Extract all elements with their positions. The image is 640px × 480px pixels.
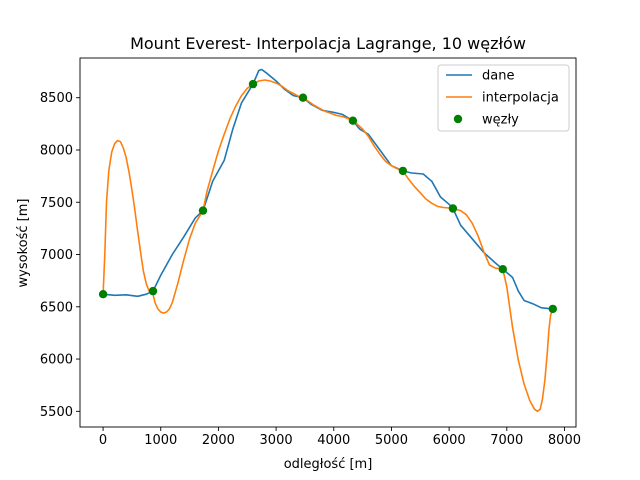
y-tick-label: 7000 bbox=[40, 248, 73, 263]
y-axis: 5500 6000 6500 7000 7500 8000 8500 bbox=[40, 91, 80, 420]
x-axis: 0 1000 2000 3000 4000 5000 6000 7000 8000 bbox=[99, 427, 581, 448]
y-tick-label: 7500 bbox=[40, 196, 73, 211]
node-point bbox=[348, 116, 358, 125]
node-point bbox=[248, 79, 258, 89]
legend-label: dane bbox=[482, 69, 514, 84]
y-tick-label: 8500 bbox=[40, 91, 73, 106]
x-tick-label: 4000 bbox=[317, 433, 350, 448]
x-tick-label: 3000 bbox=[260, 433, 293, 448]
x-axis-title: odległość [m] bbox=[284, 457, 373, 472]
node-point bbox=[548, 304, 557, 314]
x-tick-label: 2000 bbox=[202, 433, 235, 448]
node-point bbox=[448, 204, 458, 213]
y-tick-label: 8000 bbox=[40, 143, 73, 158]
node-point bbox=[498, 265, 507, 274]
node-point bbox=[198, 206, 208, 215]
x-tick-label: 0 bbox=[99, 433, 107, 448]
chart-title: Mount Everest- Interpolacja Lagrange, 10… bbox=[130, 34, 526, 53]
y-tick-label: 6500 bbox=[40, 300, 73, 315]
legend: dane interpolacja węzły bbox=[437, 64, 570, 132]
node-point bbox=[398, 166, 408, 176]
node-point bbox=[148, 286, 158, 296]
legend-label: węzły bbox=[482, 113, 519, 128]
legend-box bbox=[437, 64, 570, 132]
x-tick-label: 6000 bbox=[433, 433, 466, 448]
x-tick-label: 8000 bbox=[548, 433, 581, 448]
node-point bbox=[298, 93, 308, 102]
x-tick-label: 5000 bbox=[375, 433, 408, 448]
x-tick-label: 1000 bbox=[144, 433, 177, 448]
legend-swatch bbox=[453, 114, 463, 124]
plot-frame bbox=[79, 57, 577, 428]
y-tick-label: 5500 bbox=[40, 405, 73, 420]
plot-area bbox=[79, 57, 577, 428]
x-tick-label: 7000 bbox=[490, 433, 523, 448]
y-axis-title: wysokość [m] bbox=[16, 199, 31, 288]
node-point bbox=[98, 290, 108, 299]
legend-label: interpolacja bbox=[482, 91, 559, 106]
y-tick-label: 6000 bbox=[40, 353, 73, 368]
series-line-dane bbox=[103, 68, 553, 310]
